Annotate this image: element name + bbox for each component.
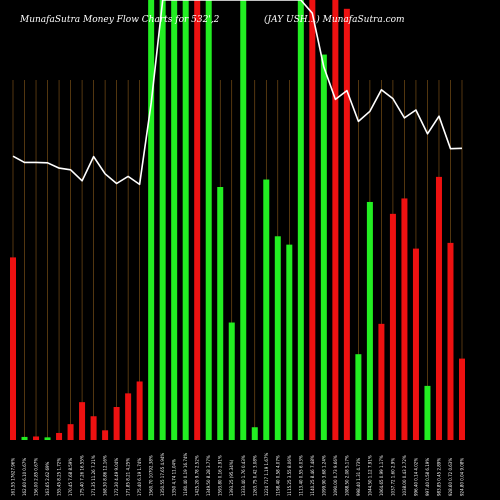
label-layer: 161.55 17627.96% 162.60 6.10 0.67% 156.00 … (11, 453, 465, 496)
x-tick-label: 170.45 7.68 8.59% (68, 458, 73, 496)
x-tick-label: 175.40 6.19 1.74% (137, 458, 142, 496)
x-tick-label: 1349.50 8.28 3.77% (206, 455, 211, 496)
x-tick-label: 1113.40 0.55 6.03% (298, 455, 303, 496)
bar (10, 257, 16, 440)
x-tick-label: 1393.25 (95.34%) (229, 459, 234, 496)
x-tick-label: 1350.55 17.65 4.94% (160, 453, 165, 496)
bar (401, 198, 408, 440)
bar (171, 0, 178, 440)
x-tick-label: 924.80 0.04 9.08% (460, 458, 465, 496)
x-tick-label: 998.40 1.31 4.73% (356, 458, 361, 496)
x-tick-label: 1224 717 1.19 1.67% (264, 453, 269, 496)
x-tick-label: 1088.50 2.08 5.17% (344, 455, 349, 496)
x-tick-label: 171.85 8.21 4.25% (126, 458, 131, 496)
bar (33, 436, 40, 440)
bar (21, 436, 28, 440)
x-tick-label: 1263.75 0.42 3.08% (252, 455, 257, 496)
bar (102, 430, 109, 440)
x-tick-label: 1099.90 3.68 1.24% (321, 455, 326, 496)
line-layer (12, 0, 463, 186)
bar (182, 0, 189, 440)
bar (286, 244, 293, 440)
bar (435, 176, 442, 440)
bar (378, 323, 385, 440)
x-tick-label: 1140.25 8.46 7.48% (310, 455, 315, 496)
bar (459, 358, 465, 440)
bar (309, 0, 316, 440)
x-tick-label: 1115.25 3.55 8.06% (287, 455, 292, 496)
bar (90, 416, 97, 440)
bar (44, 437, 51, 440)
bar (159, 0, 166, 440)
x-tick-label: 1560.70 10792.38% (149, 455, 154, 496)
bar (67, 424, 74, 440)
bar (251, 427, 258, 440)
x-tick-label: 1037.72 1.60 2.9% (390, 458, 395, 496)
bar (355, 354, 362, 440)
x-tick-label: 1593.80 0.16 2.91% (218, 455, 223, 496)
bar (194, 0, 201, 440)
bar (136, 381, 143, 440)
x-tick-label: 983.85 0.45 2.89% (436, 458, 441, 496)
x-tick-label: 156.00 2.85 0.67% (34, 458, 39, 496)
x-tick-label: 168.30 8.86 12.16% (103, 455, 108, 496)
bar (56, 432, 63, 440)
bar (205, 0, 212, 440)
x-tick-label: 996.40 0.14 4.02% (413, 458, 418, 496)
chart-title: MunafaSutra Money Flow Charts for 532',2 (19, 15, 220, 25)
x-tick-label: 1038.00 0.43 2.72% (402, 455, 407, 496)
chart-subtitle: (JAY USH...) MunafaSutra.com (264, 14, 405, 25)
bar (389, 213, 396, 440)
bar (274, 236, 281, 440)
bar (332, 0, 339, 440)
bar (228, 322, 235, 440)
x-tick-label: 171.35 11.26 7.21% (91, 455, 96, 496)
bar (424, 385, 431, 440)
x-tick-label: 175.40 7.26 16.55% (80, 455, 85, 496)
money-flow-line (12, 0, 463, 186)
bar (79, 402, 86, 440)
x-tick-label: 1425.20 9.78 2.52% (195, 455, 200, 496)
bar (148, 0, 155, 440)
x-tick-label: 1180.40 0.19 16.74% (183, 453, 188, 496)
x-tick-label: 997.40 0.58 6.19% (425, 458, 430, 496)
bar (125, 393, 132, 440)
x-tick-label: 1333.40 1.76 0.43% (241, 455, 246, 496)
bar (113, 407, 120, 440)
x-tick-label: 163.65 2.62 69% (45, 461, 50, 496)
bar (343, 8, 350, 441)
x-tick-label: 155.45 8.25 1.72% (57, 458, 62, 496)
bar (447, 242, 454, 440)
bar (263, 179, 270, 440)
x-tick-label: 161.55 17627.96% (11, 458, 16, 496)
x-tick-label: 928.60 0.72 0.63% (448, 458, 453, 496)
bar (366, 201, 373, 440)
x-tick-label: 172.30 4.49 9.04% (114, 458, 119, 496)
bar (217, 187, 224, 440)
bar (320, 54, 327, 441)
x-tick-label: 1064.65 0.99 1.17% (379, 455, 384, 496)
x-tick-label: 1090.00 0.73 9.66% (333, 455, 338, 496)
bar (412, 248, 419, 440)
bar-layer (10, 0, 465, 441)
bar (297, 0, 304, 440)
x-tick-label: 162.60 6.10 0.67% (22, 458, 27, 496)
x-tick-label: 1350 4.74 11.04% (172, 459, 177, 496)
x-tick-label: 1198.40 0.58 4.07% (275, 455, 280, 496)
x-tick-label: 1044.50 1.12 7.91% (367, 455, 372, 496)
bar (240, 0, 247, 440)
